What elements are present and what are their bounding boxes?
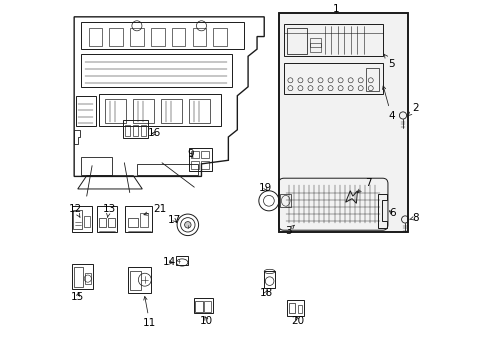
Text: 19: 19 xyxy=(258,183,271,193)
Bar xyxy=(125,206,152,232)
Bar xyxy=(108,219,115,227)
Text: 13: 13 xyxy=(102,204,115,217)
Bar xyxy=(83,216,90,226)
Bar xyxy=(99,94,221,126)
Text: 16: 16 xyxy=(147,129,161,138)
Bar xyxy=(72,264,93,289)
Text: 21: 21 xyxy=(143,204,166,215)
Bar xyxy=(286,28,306,54)
Bar xyxy=(72,206,92,232)
Bar xyxy=(366,68,378,91)
Text: 15: 15 xyxy=(71,292,84,302)
Bar xyxy=(195,301,202,312)
Bar xyxy=(74,267,82,287)
Text: 17: 17 xyxy=(167,215,181,225)
Bar xyxy=(76,96,96,126)
Bar xyxy=(151,28,164,45)
Bar xyxy=(280,194,290,207)
Bar xyxy=(137,164,198,175)
Bar xyxy=(73,210,82,229)
Bar xyxy=(81,22,244,49)
Circle shape xyxy=(184,222,191,228)
Bar xyxy=(309,42,320,51)
Bar xyxy=(104,99,126,123)
Bar xyxy=(188,148,212,171)
Bar xyxy=(288,303,295,314)
Text: 14: 14 xyxy=(163,257,176,267)
Text: 18: 18 xyxy=(259,288,272,298)
Bar xyxy=(124,126,130,136)
Text: 3: 3 xyxy=(285,225,294,236)
Bar xyxy=(193,298,213,314)
Text: 5: 5 xyxy=(383,54,394,69)
Bar xyxy=(188,99,210,123)
Text: 9: 9 xyxy=(187,149,194,159)
Bar xyxy=(81,157,112,175)
Bar xyxy=(88,28,102,45)
Bar xyxy=(171,28,185,45)
Text: 7: 7 xyxy=(357,178,371,193)
Bar xyxy=(192,28,206,45)
Bar xyxy=(128,267,150,293)
Bar xyxy=(99,219,106,227)
Bar xyxy=(132,99,154,123)
Text: 20: 20 xyxy=(290,316,304,325)
Bar xyxy=(176,256,187,265)
Bar xyxy=(160,99,182,123)
Bar xyxy=(122,121,148,138)
Bar xyxy=(140,126,146,136)
Text: 1: 1 xyxy=(332,4,339,14)
Bar xyxy=(140,213,147,227)
Bar xyxy=(284,63,382,94)
Bar xyxy=(278,13,407,232)
Bar xyxy=(309,38,320,46)
Bar xyxy=(264,271,274,288)
Bar xyxy=(201,151,208,158)
Text: 8: 8 xyxy=(409,213,418,222)
Bar xyxy=(201,161,208,168)
Bar xyxy=(132,126,138,136)
Text: 6: 6 xyxy=(388,208,395,218)
Bar xyxy=(109,28,122,45)
Bar xyxy=(84,273,91,284)
Bar xyxy=(191,161,198,168)
Text: 2: 2 xyxy=(407,103,418,116)
Bar xyxy=(127,219,137,227)
Bar xyxy=(81,54,231,87)
Bar xyxy=(204,301,210,312)
Text: 11: 11 xyxy=(143,297,156,328)
Bar xyxy=(191,151,198,158)
Text: 10: 10 xyxy=(200,316,213,325)
Bar xyxy=(97,206,117,232)
Bar xyxy=(297,305,301,313)
Text: 4: 4 xyxy=(382,86,394,121)
Text: 12: 12 xyxy=(68,204,81,217)
Bar xyxy=(130,28,143,45)
Bar xyxy=(213,28,226,45)
Bar xyxy=(130,271,140,291)
Bar xyxy=(284,24,382,56)
Bar xyxy=(278,13,407,232)
Bar xyxy=(286,301,304,316)
